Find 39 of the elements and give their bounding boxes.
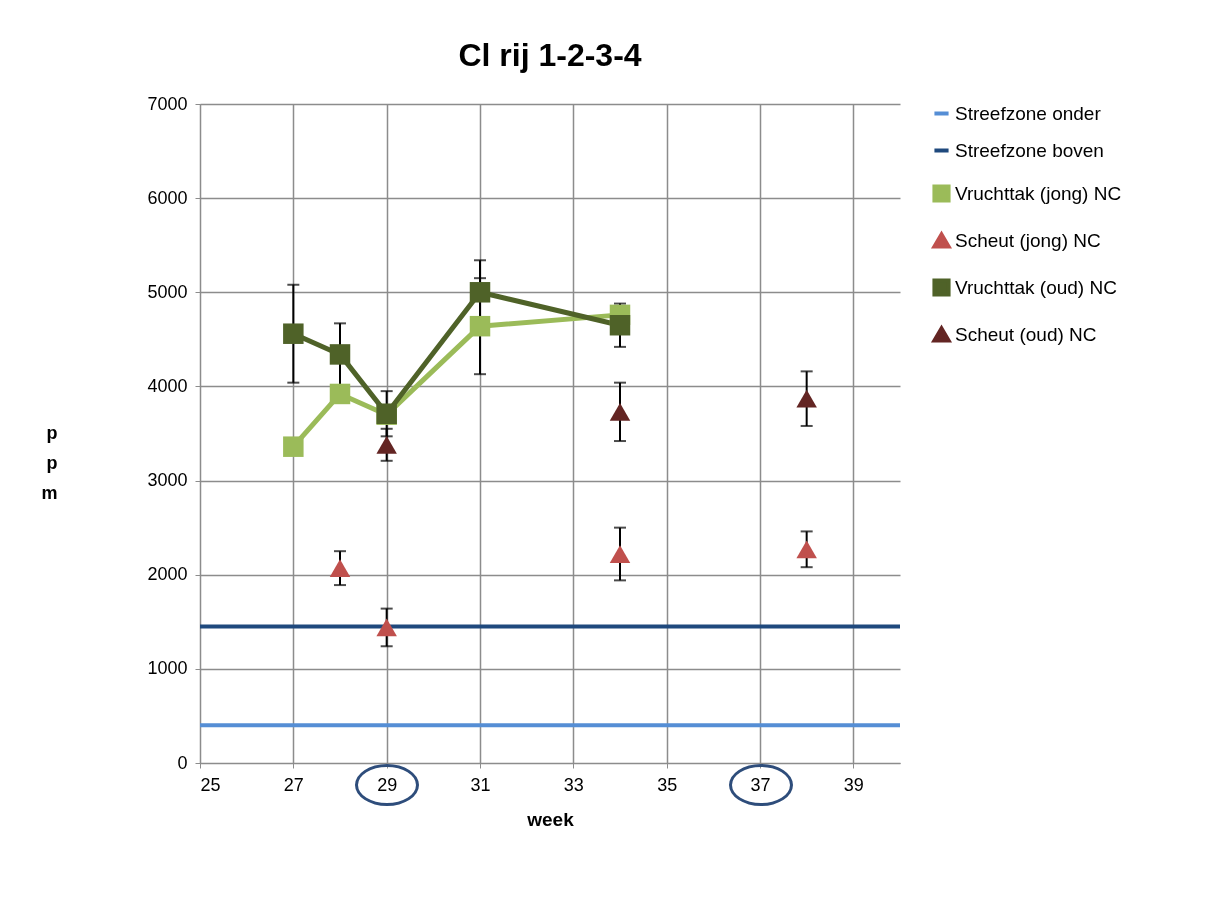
point xyxy=(329,559,351,577)
legend-label: Vruchttak (jong) NC xyxy=(955,182,1122,204)
point xyxy=(329,383,351,405)
legend-label: Scheut (oud) NC xyxy=(955,323,1097,345)
y-tick-label: 5000 xyxy=(147,281,188,302)
legend-label: Streefzone onder xyxy=(955,102,1102,124)
x-tick-label: 29 xyxy=(377,774,398,795)
point xyxy=(469,282,491,303)
x-tick-label: 33 xyxy=(563,774,584,795)
x-tick-label: 25 xyxy=(200,774,221,795)
y-tick-label: 1000 xyxy=(147,658,188,679)
legend-label: Vruchttak (oud) NC xyxy=(955,276,1117,298)
y-tick-label: 6000 xyxy=(147,187,188,208)
point xyxy=(283,436,304,457)
point xyxy=(609,545,631,563)
y-tick-label: 7000 xyxy=(147,93,188,114)
point xyxy=(609,402,631,421)
chart-title: Cl rij 1-2-3-4 xyxy=(458,37,642,73)
x-tick-label: 35 xyxy=(657,774,678,795)
x-tick-label: 27 xyxy=(283,774,304,795)
point xyxy=(283,323,304,344)
point xyxy=(796,540,817,559)
point xyxy=(609,314,631,336)
point xyxy=(796,389,817,408)
y-tick-label: 0 xyxy=(177,752,188,773)
point xyxy=(376,435,397,454)
legend-label: Scheut (jong) NC xyxy=(955,229,1101,251)
point xyxy=(376,618,397,637)
y-tick-label: 2000 xyxy=(147,564,188,585)
legend-label: Streefzone boven xyxy=(955,139,1104,161)
x-tick-label: 37 xyxy=(750,774,771,795)
y-tick-label: 3000 xyxy=(147,470,188,491)
y-axis-title: ppm xyxy=(41,423,58,503)
point xyxy=(329,344,351,365)
x-tick-label: 31 xyxy=(470,774,491,795)
point xyxy=(469,315,491,337)
x-tick-label: 39 xyxy=(843,774,864,795)
x-axis-title: week xyxy=(526,808,575,830)
y-tick-label: 4000 xyxy=(147,375,188,396)
